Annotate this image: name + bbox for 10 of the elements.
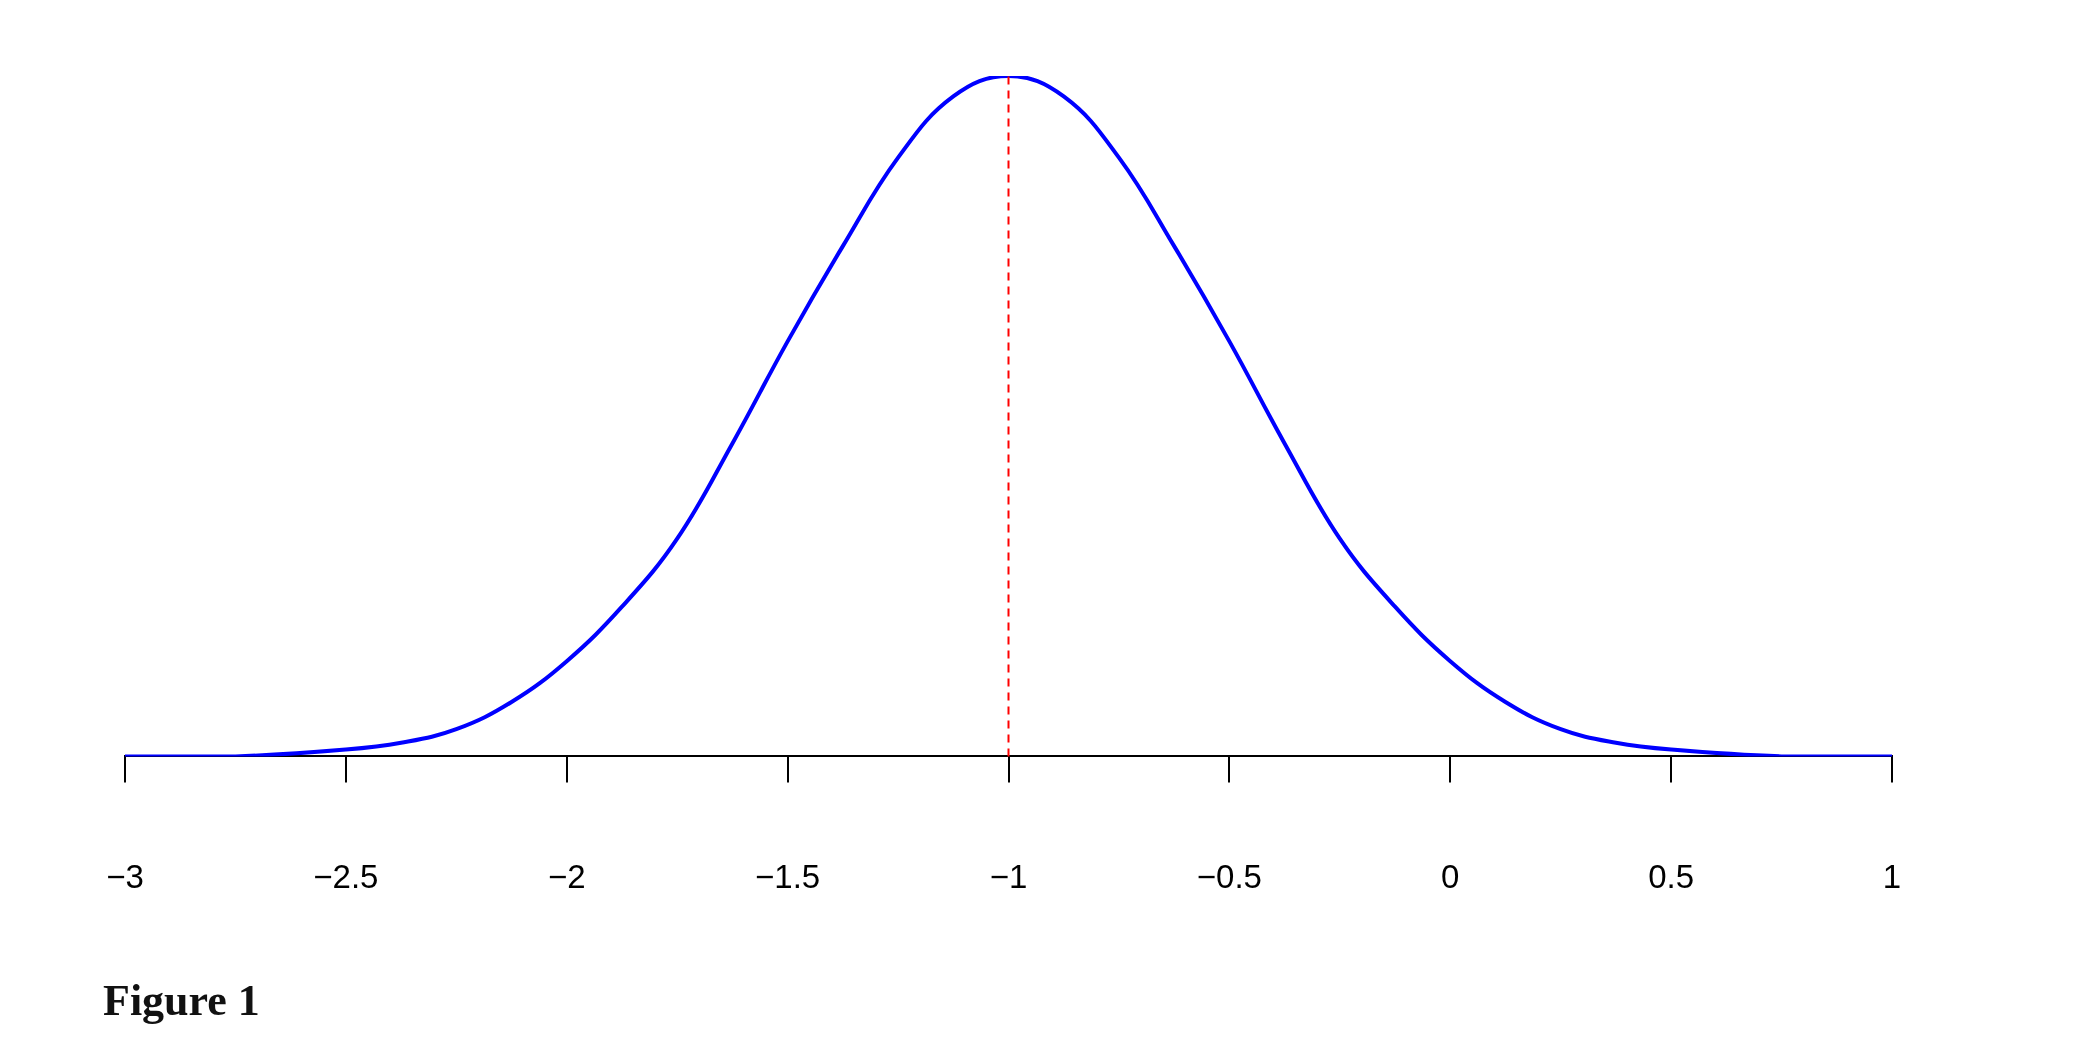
x-tick-label: −2.5 bbox=[313, 858, 379, 896]
x-tick-label: 0 bbox=[1441, 858, 1460, 896]
x-tick-label: 0.5 bbox=[1648, 858, 1695, 896]
caption: Figure 1 bbox=[103, 975, 260, 1026]
x-tick-label: 1 bbox=[1882, 858, 1902, 896]
x-tick-label: −1 bbox=[989, 858, 1028, 896]
x-tick-label: −1.5 bbox=[755, 858, 821, 896]
x-tick-label: −3 bbox=[106, 858, 144, 896]
x-tick-label: −0.5 bbox=[1196, 858, 1262, 896]
x-tick-label: −2 bbox=[547, 858, 586, 896]
